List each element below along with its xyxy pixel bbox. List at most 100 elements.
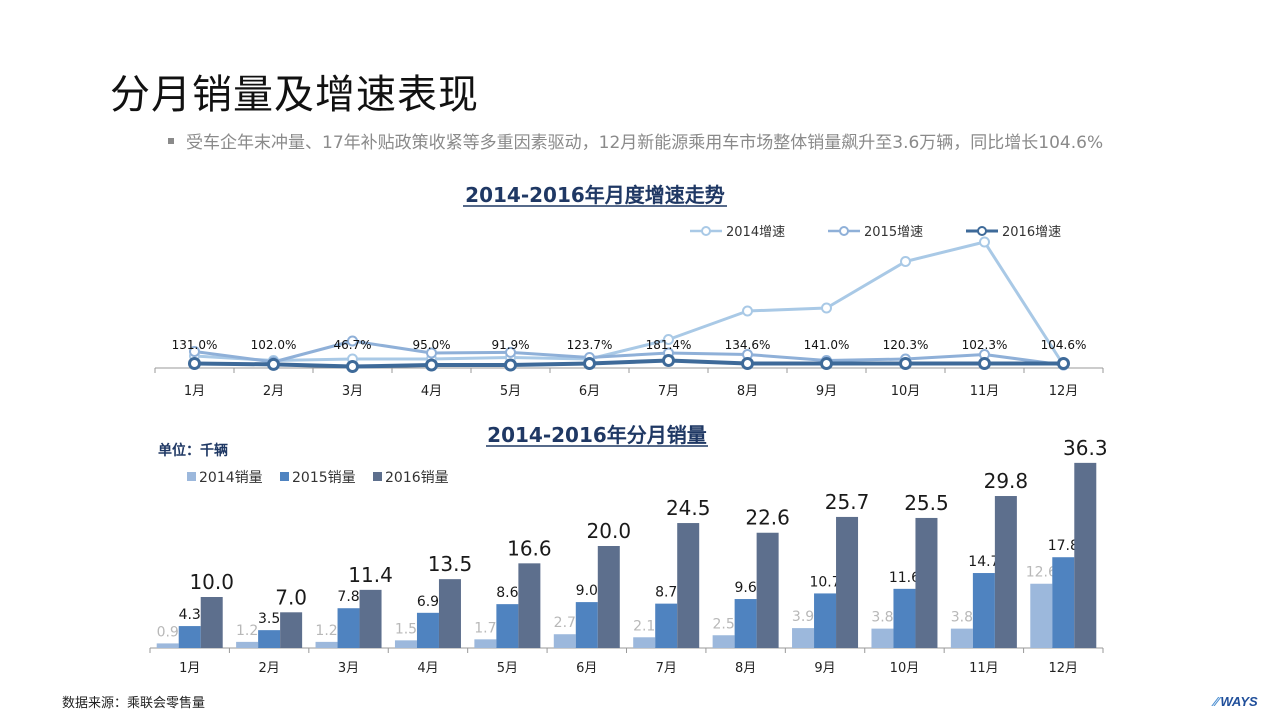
line-chart-x-label: 8月 [737,384,758,399]
bar-2015销量 [655,603,678,648]
bar-2014销量 [553,634,576,648]
bar-value-label-2016销量: 22.6 [745,506,790,530]
bar-2016销量 [200,597,223,648]
bar-value-label-2015销量: 7.8 [337,589,359,605]
line-series-2015增速 [194,339,1064,367]
line-point-2016增速 [899,357,912,370]
legend-label-2014增速: 2014增速 [726,225,785,240]
bar-value-label-2014销量: 2.7 [554,615,576,631]
bar-value-label-2014销量: 1.2 [236,623,258,639]
line-chart-x-label: 7月 [658,384,679,399]
line-point-2016增速 [188,357,201,370]
line-point-2015增速 [426,347,437,359]
bar-2016销量 [359,589,382,648]
line-chart-x-label: 2月 [263,384,284,399]
legend-swatch-2015销量 [280,472,289,481]
bar-value-label-2015销量: 4.3 [179,607,201,623]
line-point-2015增速 [505,346,516,358]
bar-value-label-2015销量: 10.7 [809,574,840,590]
page-title: 分月销量及增速表现 [110,72,479,118]
line-chart-x-label: 9月 [816,384,837,399]
bar-2016销量 [1074,462,1097,648]
bar-value-label-2016销量: 10.0 [189,570,234,594]
bar-value-label-2014销量: 12.6 [1026,565,1057,581]
bar-2015销量 [972,573,995,648]
bar-2015销量 [814,593,837,648]
legend-label-2016销量: 2016销量 [385,470,449,486]
line-point-2016增速 [741,357,754,370]
line-point-2016增速 [1057,357,1070,370]
bar-value-label-2014销量: 2.5 [712,616,734,632]
bar-value-label-2016销量: 36.3 [1063,436,1108,460]
legend-label-2016增速: 2016增速 [1002,225,1061,240]
bar-value-label-2016销量: 7.0 [275,585,307,609]
line-point-2016增速 [346,360,359,373]
bar-2015销量 [337,608,360,648]
data-source-note: 数据来源：乘联会零售量 [62,696,206,711]
bar-2016销量 [438,579,461,648]
bar-2016销量 [915,517,938,648]
bar-value-label-2014销量: 3.9 [792,609,814,625]
bar-value-label-2014销量: 2.1 [633,618,655,634]
bar-2014销量 [712,635,735,648]
line-chart-x-label: 12月 [1049,384,1079,399]
bar-chart-x-label: 11月 [969,661,999,676]
line-data-label: 120.3% [883,338,929,352]
bar-2014销量 [394,640,417,648]
bar-value-label-2016销量: 25.7 [825,490,870,514]
line-data-label: 95.0% [412,338,450,352]
line-series-2014增速 [194,240,1065,366]
bar-value-label-2016销量: 16.6 [507,536,552,560]
line-data-label: 181.4% [646,338,692,352]
bar-value-label-2015销量: 8.7 [655,585,677,601]
line-point-2016增速 [267,357,280,371]
bar-value-label-2014销量: 1.5 [395,621,417,637]
bar-2015销量 [178,626,201,648]
line-data-label: 91.9% [491,338,529,352]
bar-value-label-2016销量: 25.5 [904,491,949,515]
bar-2014销量 [871,628,894,648]
logo-text: WAYS [1220,694,1258,709]
bar-value-label-2015销量: 6.9 [417,594,439,610]
line-point-2014增速 [979,236,990,248]
bar-chart-x-label: 7月 [656,661,677,676]
line-point-2016增速 [504,358,517,372]
bar-value-label-2015销量: 17.8 [1048,538,1079,554]
legend-label-2015增速: 2015增速 [864,225,923,240]
bar-chart-x-label: 1月 [179,661,200,676]
bar-value-label-2015销量: 8.6 [496,585,518,601]
line-chart-x-label: 6月 [579,384,600,399]
line-chart-x-label: 5月 [500,384,521,399]
line-data-label: 123.7% [567,338,613,352]
line-point-2016增速 [583,357,596,370]
line-point-2014增速 [742,305,753,317]
line-data-label: 102.3% [962,338,1008,352]
legend-swatch-2016销量 [373,472,382,481]
bar-2016销量 [677,523,700,648]
bar-2015销量 [575,602,598,648]
line-chart-x-label: 11月 [970,384,1000,399]
bar-chart-x-label: 2月 [258,661,279,676]
legend-label-2014销量: 2014销量 [199,470,263,486]
bar-2015销量 [416,612,439,648]
bar-value-label-2016销量: 20.0 [587,519,632,543]
bar-value-label-2014销量: 1.7 [474,620,496,636]
bar-chart-x-label: 9月 [814,661,835,676]
bar-value-label-2016销量: 13.5 [428,552,473,576]
line-data-label: 102.0% [251,338,297,352]
bar-2016销量 [597,546,620,648]
logo-mark-icon: ⁄⁄ [1214,694,1219,709]
bar-value-label-2015销量: 14.7 [968,554,999,570]
line-data-label: 134.6% [725,338,771,352]
bar-chart-title: 2014-2016年分月销量 [487,423,707,447]
bar-value-label-2016销量: 11.4 [348,563,393,587]
line-point-2016增速 [425,358,438,372]
line-point-2016增速 [820,357,833,370]
bar-chart-x-label: 12月 [1049,661,1079,676]
bar-chart-x-label: 3月 [338,661,359,676]
bar-value-label-2015销量: 11.6 [889,570,920,586]
line-point-2016增速 [978,357,991,370]
bar-2016销量 [836,516,859,648]
bar-value-label-2015销量: 9.6 [734,580,756,596]
